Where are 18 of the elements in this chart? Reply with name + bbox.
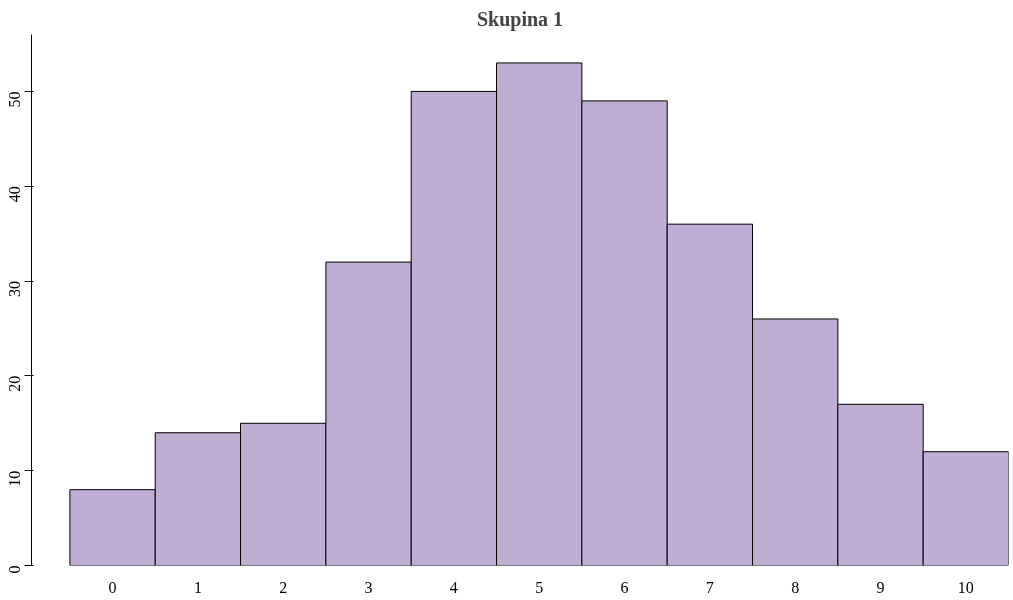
x-tick-label: 5 [535, 578, 544, 596]
x-tick-label: 1 [193, 578, 202, 596]
y-tick-label: 20 [6, 375, 23, 392]
x-tick-label: 3 [364, 578, 373, 596]
y-tick-label: 30 [6, 281, 23, 298]
x-tick-label: 7 [705, 578, 714, 596]
y-tick-label: 50 [6, 91, 23, 108]
x-tick-label: 9 [876, 578, 885, 596]
x-tick-label: 8 [791, 578, 800, 596]
y-tick-label: 10 [6, 470, 23, 487]
x-tick-label: 0 [108, 578, 117, 596]
x-tick-label: 4 [449, 578, 458, 596]
x-tick-label: 2 [279, 578, 288, 596]
x-tick-label: 6 [620, 578, 629, 596]
y-tick-label: 0 [6, 565, 23, 574]
x-tick-label: 10 [957, 578, 974, 596]
chart-title: Skupina 1 [476, 7, 564, 31]
y-tick-label: 40 [6, 186, 23, 203]
